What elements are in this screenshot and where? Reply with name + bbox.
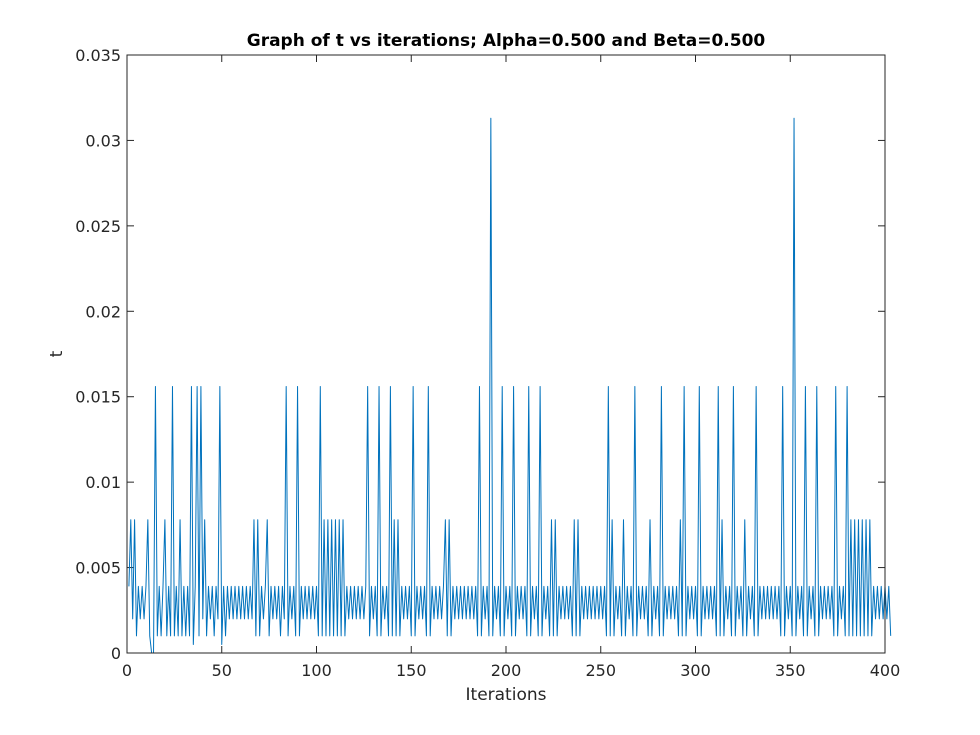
- x-tick-label: 150: [396, 661, 427, 680]
- chart-title: Graph of t vs iterations; Alpha=0.500 an…: [247, 31, 766, 51]
- x-tick-label: 0: [122, 661, 132, 680]
- y-tick-label: 0.035: [75, 46, 121, 65]
- y-tick-labels: 0 0.005 0.01 0.015 0.02 0.025 0.03 0.035: [75, 46, 121, 663]
- x-tick-label: 50: [212, 661, 232, 680]
- y-tick-label: 0.005: [75, 559, 121, 578]
- x-tick-labels: 0 50 100 150 200 250 300 350 400: [122, 661, 900, 680]
- x-tick-label: 350: [775, 661, 806, 680]
- x-tick-label: 100: [301, 661, 332, 680]
- x-tick-label: 300: [680, 661, 711, 680]
- y-axis-label: t: [47, 350, 67, 357]
- y-tick-label: 0.03: [85, 131, 121, 150]
- y-tick-label: 0.01: [85, 473, 121, 492]
- x-tick-label: 200: [491, 661, 522, 680]
- x-tick-label: 400: [870, 661, 901, 680]
- y-tick-label: 0.02: [85, 302, 121, 321]
- plot-area-frame: [126, 54, 886, 654]
- y-tick-label: 0.015: [75, 388, 121, 407]
- plot-area-background: [127, 55, 885, 653]
- y-tick-label: 0: [111, 644, 121, 663]
- y-tick-label: 0.025: [75, 217, 121, 236]
- x-tick-label: 250: [585, 661, 616, 680]
- series-line: [128, 117, 892, 654]
- x-axis-label: Iterations: [466, 685, 547, 705]
